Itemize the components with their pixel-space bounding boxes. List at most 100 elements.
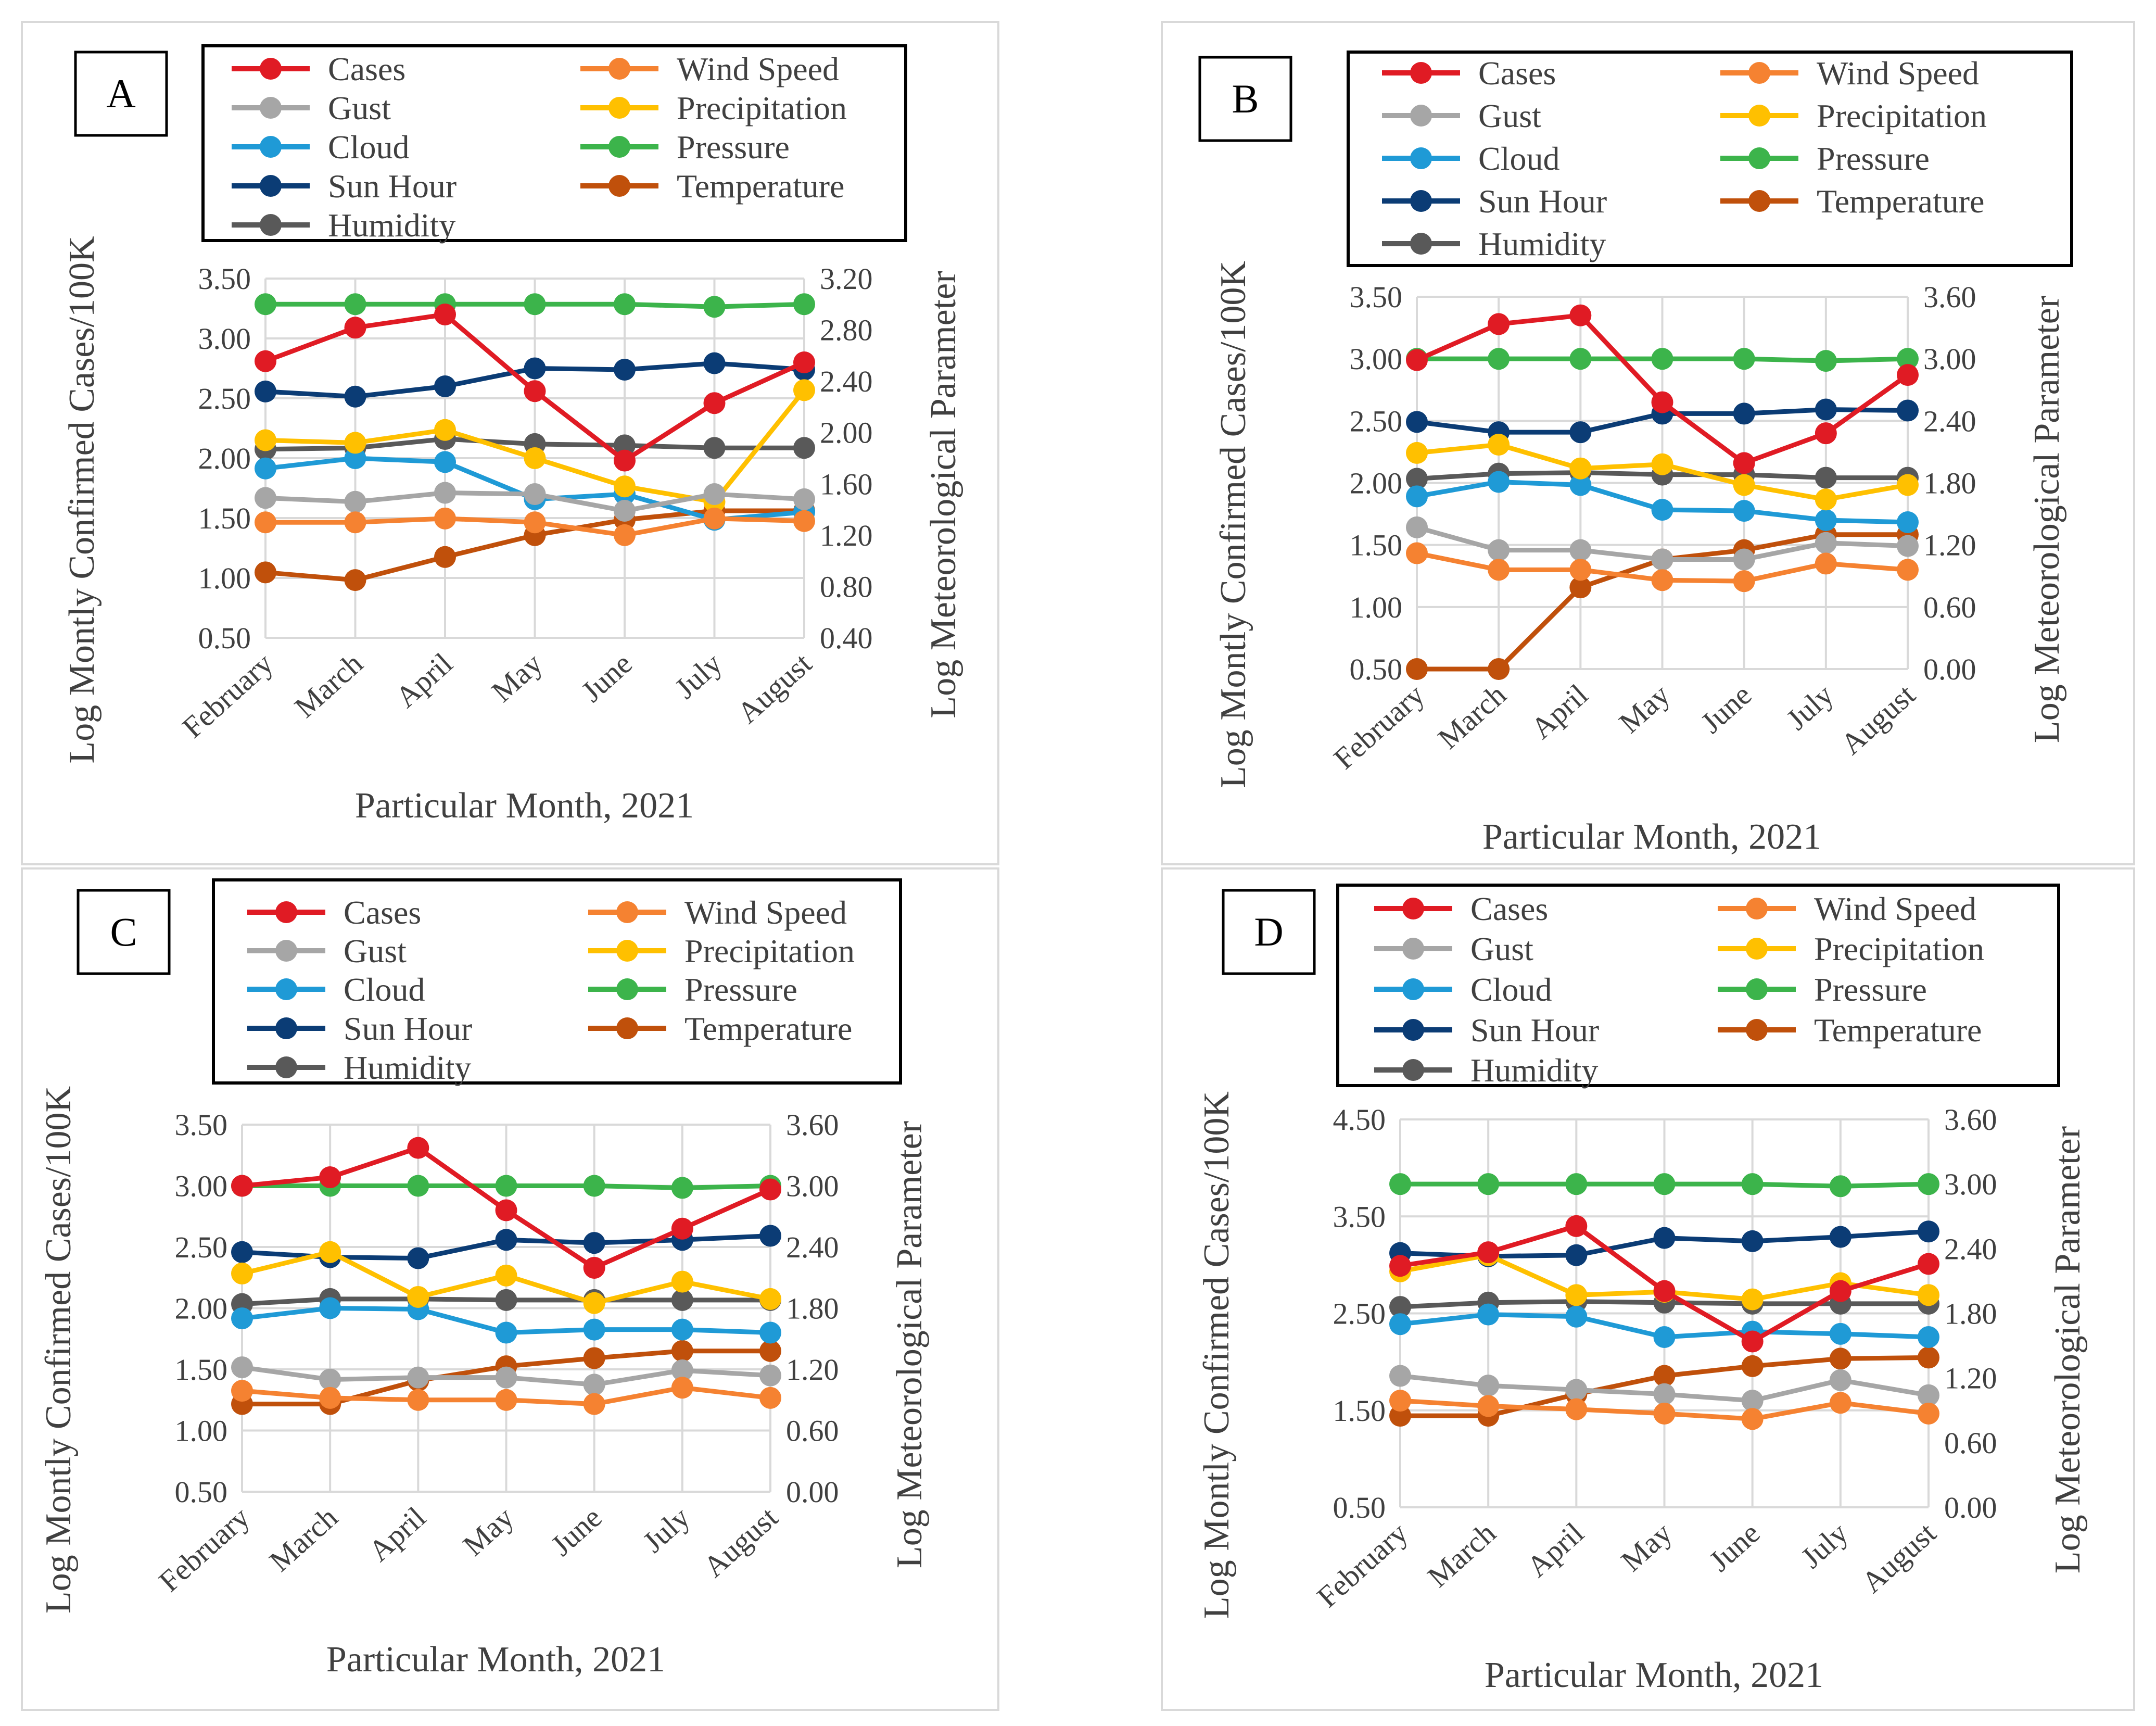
y-left-tick-label: 3.00 (1350, 342, 1403, 376)
legend-label-cases: Cases (344, 894, 421, 931)
y-left-tick-label: 1.00 (198, 561, 251, 595)
point-precipitation (1741, 1288, 1764, 1311)
y-right-tick-label: 2.40 (1944, 1232, 1997, 1266)
y-right-tick-label: 1.20 (820, 519, 873, 552)
point-cases (793, 351, 815, 373)
y-left-tick-label: 0.50 (198, 621, 251, 655)
legend-marker-wind-speed (608, 58, 630, 80)
x-axis-title: Particular Month, 2021 (326, 1640, 665, 1680)
point-gust (671, 1359, 693, 1381)
legend-marker-precipitation (1746, 938, 1768, 960)
legend-label-sun-hour: Sun Hour (328, 168, 456, 205)
legend-box (1347, 51, 2073, 267)
legend-label-cloud: Cloud (1470, 971, 1552, 1008)
point-humidity (1815, 467, 1837, 489)
y-right-tick-label: 3.00 (1944, 1167, 1997, 1201)
point-cases (524, 380, 546, 402)
point-cases (703, 392, 726, 414)
point-wind-speed (1651, 569, 1673, 591)
point-pressure (1651, 348, 1673, 370)
point-pressure (1733, 348, 1755, 370)
panel-a: A Cases Wind Speed Gust Precipitation Cloud Pr… (21, 21, 999, 865)
panel-b: B Cases Wind Speed Gust Precipitation Cloud Pr… (1161, 21, 2135, 865)
point-temperature (1741, 1355, 1764, 1377)
legend-label-cloud: Cloud (344, 971, 425, 1008)
legend-marker-pressure (1746, 978, 1768, 1000)
y-left-tick-label: 2.50 (1350, 404, 1403, 438)
y-left-tick-label: 1.50 (198, 501, 251, 535)
point-gust (319, 1368, 341, 1391)
point-gust (344, 490, 366, 513)
point-wind-speed (1653, 1402, 1676, 1425)
point-cloud (1829, 1322, 1851, 1345)
point-gust (1488, 539, 1510, 561)
legend-marker-gust (275, 940, 297, 962)
point-gust (1829, 1369, 1851, 1391)
y-right-tick-label: 0.00 (1944, 1491, 1997, 1525)
point-gust (1565, 1379, 1588, 1401)
y-right-tick-label: 1.20 (1923, 528, 1976, 562)
point-wind-speed (1741, 1408, 1764, 1430)
y-left-tick-label: 3.00 (175, 1169, 228, 1203)
point-humidity (495, 1289, 517, 1311)
point-pressure (671, 1177, 693, 1199)
point-sun-hour (495, 1229, 517, 1251)
point-pressure (793, 293, 815, 316)
legend-marker-cloud (1402, 978, 1424, 1000)
legend-marker-temperature (1746, 1019, 1768, 1041)
point-cloud (1651, 499, 1673, 521)
point-sun-hour (703, 352, 726, 374)
y-left-tick-label: 3.50 (1333, 1200, 1386, 1233)
point-sun-hour (1565, 1244, 1588, 1266)
legend-label-precipitation: Precipitation (1814, 930, 1984, 967)
point-precipitation (1569, 457, 1592, 480)
point-cases (1815, 422, 1837, 445)
x-axis-title: Particular Month, 2021 (1485, 1655, 1823, 1695)
point-precipitation (671, 1270, 693, 1293)
x-axis-title: Particular Month, 2021 (1482, 817, 1821, 857)
point-cloud (255, 457, 276, 480)
legend-marker-precipitation (1748, 105, 1770, 127)
y-left-tick-label: 3.00 (198, 322, 251, 356)
y-right-tick-label: 1.60 (820, 467, 873, 501)
y-right-tick-label: 0.60 (1944, 1426, 1997, 1460)
point-precipitation (319, 1241, 341, 1263)
point-cases (407, 1137, 429, 1159)
y-left-tick-label: 4.50 (1333, 1103, 1386, 1137)
y-right-tick-label: 2.40 (820, 364, 873, 398)
point-pressure (1897, 348, 1919, 370)
point-cases (1653, 1280, 1676, 1302)
legend-marker-cases (275, 901, 297, 923)
point-wind-speed (1918, 1402, 1939, 1425)
point-cloud (1488, 471, 1510, 493)
point-cases (1565, 1215, 1588, 1237)
point-precipitation (495, 1264, 517, 1287)
point-cases (671, 1217, 693, 1240)
point-gust (255, 487, 276, 509)
legend-marker-wind-speed (1746, 898, 1768, 919)
point-temperature (1653, 1365, 1676, 1387)
point-cases (1918, 1253, 1939, 1275)
panel-label: A (106, 71, 135, 116)
point-gust (407, 1366, 429, 1389)
y-left-tick-label: 2.50 (175, 1230, 228, 1264)
y-right-axis-title: Log Meteorological Parameter (890, 1121, 930, 1568)
y-right-tick-label: 0.00 (786, 1475, 839, 1509)
point-cloud (1918, 1326, 1939, 1349)
legend-label-pressure: Pressure (677, 129, 790, 166)
point-sun-hour (1406, 411, 1428, 433)
point-wind-speed (793, 510, 815, 532)
y-right-tick-label: 0.80 (820, 570, 873, 603)
point-sun-hour (1815, 398, 1837, 421)
point-cloud (1406, 485, 1428, 508)
legend-marker-sun-hour (1402, 1019, 1424, 1041)
point-precipitation (1733, 474, 1755, 496)
point-wind-speed (434, 507, 456, 530)
point-precipitation (1918, 1284, 1939, 1306)
legend-label-humidity: Humidity (344, 1049, 471, 1086)
point-humidity (614, 434, 636, 457)
x-axis-title: Particular Month, 2021 (355, 786, 694, 826)
point-wind-speed (1815, 552, 1837, 575)
panel-label: C (110, 909, 137, 954)
